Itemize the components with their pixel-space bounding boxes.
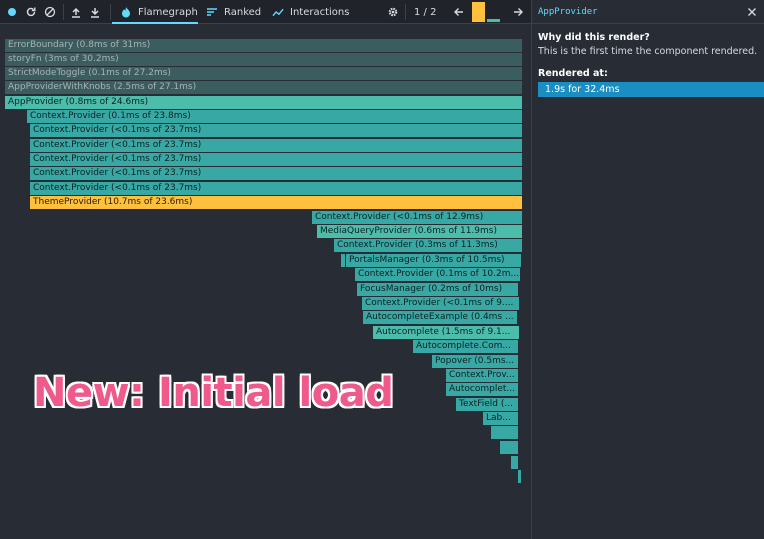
flame-node[interactable] [511, 456, 519, 469]
flame-node[interactable]: FocusManager (0.2ms of 10ms) [357, 283, 519, 296]
sidebar-header: AppProvider [532, 0, 764, 24]
close-icon [748, 8, 756, 16]
record-button[interactable] [6, 0, 18, 24]
flame-node[interactable]: PortalsManager (0.3ms of 10.5ms) [346, 254, 522, 267]
flame-node[interactable]: Context.Provider (0.1ms of 23.8ms) [27, 110, 523, 123]
flame-node[interactable]: Context.Provider (<0.1ms of 23.7ms) [30, 139, 523, 152]
upload-icon [70, 6, 82, 18]
flame-node[interactable]: Popover (0.5ms... [432, 355, 519, 368]
flame-node[interactable] [500, 441, 519, 454]
rendered-at-heading-text: Rendered at [538, 68, 604, 79]
commit-bar-2[interactable] [487, 19, 500, 22]
flame-node[interactable]: Context.Prov... [446, 369, 519, 382]
flame-node[interactable]: Context.Provider (<0.1ms of 9.... [362, 297, 520, 310]
record-icon [6, 6, 18, 18]
flame-node-sliver[interactable] [341, 254, 346, 267]
flame-node[interactable]: Lab... [483, 412, 519, 425]
reload-icon [25, 6, 37, 18]
arrow-right-icon [512, 6, 524, 18]
commit-counter: 1 / 2 [414, 0, 436, 24]
tab-ranked-label: Ranked [224, 6, 262, 18]
flame-node[interactable]: AppProvider (0.8ms of 24.6ms) [5, 96, 523, 109]
flame-node[interactable]: Context.Provider (<0.1ms of 23.7ms) [30, 124, 523, 137]
flame-node[interactable]: Context.Provider (<0.1ms of 23.7ms) [30, 167, 523, 180]
flame-node[interactable]: StrictModeToggle (0.1ms of 27.2ms) [5, 67, 523, 80]
flame-node[interactable]: Context.Provider (0.1ms of 10.2m... [355, 268, 521, 281]
flame-node[interactable]: Autocomplete.Com... [413, 340, 519, 353]
tab-interactions[interactable]: Interactions [272, 0, 349, 24]
active-tab-indicator [112, 22, 198, 24]
flame-node[interactable] [493, 426, 519, 439]
tab-interactions-label: Interactions [290, 6, 350, 18]
flame-node[interactable]: Context.Provider (<0.1ms of 12.9ms) [312, 211, 523, 224]
flame-node[interactable] [518, 470, 522, 483]
commit-bar-1[interactable] [472, 2, 485, 22]
toolbar-separator [110, 4, 111, 20]
flame-node[interactable]: Context.Provider (<0.1ms of 23.7ms) [30, 182, 523, 195]
load-profile-button[interactable] [70, 0, 82, 24]
why-render-heading: Why did this render? [538, 32, 650, 43]
clear-button[interactable] [44, 0, 56, 24]
flame-node[interactable]: ThemeProvider (10.7ms of 23.6ms) [30, 196, 523, 209]
next-commit-button[interactable] [512, 0, 524, 24]
flame-node[interactable]: Context.Provider (<0.1ms of 23.7ms) [30, 153, 523, 166]
overlay-caption: New: Initial load [33, 370, 394, 416]
flame-node[interactable]: TextField (... [456, 398, 519, 411]
arrow-left-icon [453, 6, 465, 18]
sidebar-title: AppProvider [538, 6, 598, 17]
flame-node[interactable]: Context.Provider (0.3ms of 11.3ms) [334, 239, 523, 252]
selected-fiber-sidebar: AppProvider Why did this render? This is… [532, 0, 764, 539]
settings-button[interactable] [387, 0, 399, 24]
flame-node[interactable]: AppProviderWithKnobs (2.5ms of 27.1ms) [5, 81, 523, 94]
close-button[interactable] [746, 5, 758, 19]
rendered-at-heading: Rendered at: [538, 68, 608, 79]
clear-icon [44, 6, 56, 18]
flame-node[interactable]: Autocomplet... [446, 383, 519, 396]
flame-node[interactable]: AutocompleteExample (0.4ms ... [363, 311, 518, 324]
profiler-toolbar: Flamegraph Ranked Interactions 1 / 2 [0, 0, 531, 24]
commit-counter-text: 1 / 2 [414, 6, 437, 18]
tab-flamegraph[interactable]: Flamegraph [120, 0, 198, 24]
download-icon [89, 6, 101, 18]
ranked-icon [206, 6, 218, 18]
flame-node[interactable]: Autocomplete (1.5ms of 9.1... [373, 326, 520, 339]
flame-node[interactable]: ErrorBoundary (0.8ms of 31ms) [5, 39, 523, 52]
save-profile-button[interactable] [89, 0, 101, 24]
toolbar-separator [63, 4, 64, 20]
interactions-icon [272, 6, 284, 18]
gear-icon [387, 6, 399, 18]
toolbar-separator [405, 4, 406, 20]
tab-flamegraph-label: Flamegraph [138, 6, 198, 18]
why-render-text: This is the first time the component ren… [538, 46, 758, 57]
flame-node[interactable]: storyFn (3ms of 30.2ms) [5, 53, 523, 66]
panel-divider[interactable] [531, 0, 532, 539]
reload-button[interactable] [25, 0, 37, 24]
flame-node[interactable]: MediaQueryProvider (0.6ms of 11.9ms) [317, 225, 523, 238]
tab-ranked[interactable]: Ranked [206, 0, 261, 24]
flamegraph-chart: ErrorBoundary (0.8ms of 31ms) storyFn (3m… [0, 25, 531, 539]
prev-commit-button[interactable] [453, 0, 465, 24]
flame-icon [120, 6, 132, 18]
rendered-at-item[interactable]: 1.9s for 32.4ms [538, 82, 764, 97]
